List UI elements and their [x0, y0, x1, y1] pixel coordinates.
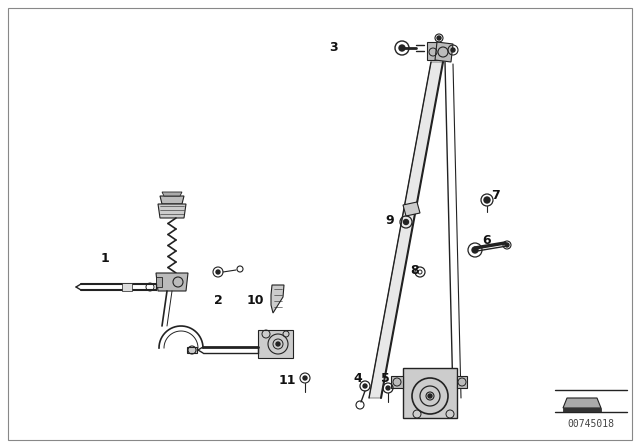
Polygon shape: [563, 398, 601, 408]
Circle shape: [428, 394, 432, 398]
Polygon shape: [427, 42, 437, 60]
Polygon shape: [435, 42, 453, 62]
Circle shape: [303, 376, 307, 380]
Circle shape: [505, 243, 509, 247]
Circle shape: [403, 220, 408, 224]
Polygon shape: [457, 376, 467, 388]
Polygon shape: [160, 196, 184, 204]
Circle shape: [484, 197, 490, 203]
Text: 3: 3: [329, 40, 337, 53]
Circle shape: [216, 270, 220, 274]
Text: 7: 7: [491, 189, 499, 202]
Polygon shape: [187, 347, 197, 353]
Circle shape: [386, 386, 390, 390]
Polygon shape: [258, 330, 293, 358]
Text: 00745018: 00745018: [568, 419, 614, 429]
Polygon shape: [403, 368, 457, 418]
Text: 2: 2: [214, 293, 222, 306]
Text: 1: 1: [100, 251, 109, 264]
Text: 4: 4: [354, 371, 362, 384]
Text: 10: 10: [246, 293, 264, 306]
Circle shape: [451, 48, 455, 52]
Polygon shape: [156, 277, 162, 287]
Polygon shape: [122, 283, 132, 291]
Circle shape: [399, 45, 405, 51]
Polygon shape: [158, 204, 186, 218]
Polygon shape: [271, 285, 284, 313]
Polygon shape: [369, 62, 443, 398]
Circle shape: [472, 247, 478, 253]
Polygon shape: [162, 192, 182, 196]
Polygon shape: [403, 202, 420, 216]
Polygon shape: [156, 273, 188, 291]
Text: 9: 9: [386, 214, 394, 227]
Text: 11: 11: [278, 374, 296, 387]
Text: 6: 6: [483, 233, 492, 246]
Text: 8: 8: [411, 263, 419, 276]
Circle shape: [363, 384, 367, 388]
Circle shape: [437, 36, 441, 40]
Polygon shape: [391, 376, 403, 388]
Text: 5: 5: [381, 371, 389, 384]
Polygon shape: [563, 408, 601, 412]
Circle shape: [276, 342, 280, 346]
